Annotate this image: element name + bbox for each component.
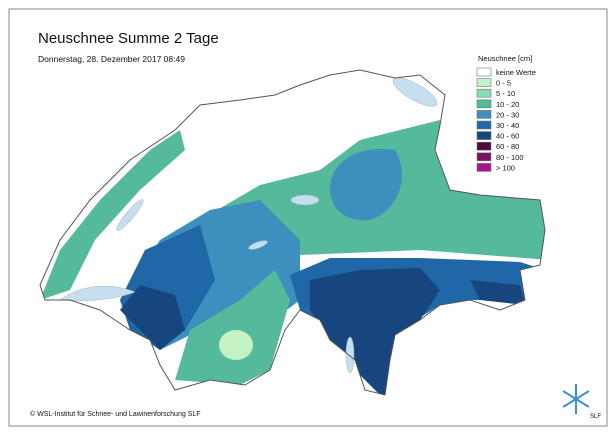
legend-label: 60 - 80 xyxy=(496,142,519,151)
legend-label: 80 - 100 xyxy=(496,153,524,162)
legend-swatch xyxy=(476,78,492,87)
copyright: © WSL-Institut für Schnee- und Lawinenfo… xyxy=(30,410,201,418)
legend-swatch xyxy=(476,163,492,172)
legend-label: 0 - 5 xyxy=(496,79,511,88)
legend-swatch xyxy=(476,110,492,119)
legend-swatch xyxy=(476,99,492,109)
legend: Neuschnee [cm] keine Werte 0 - 55 - 10 10 … xyxy=(476,54,536,172)
legend-label: > 100 xyxy=(496,163,515,172)
border xyxy=(39,69,546,396)
legend-swatch xyxy=(476,141,492,151)
subtitle: Donnerstag, 28. Dezember 2017 08:49 xyxy=(38,54,185,64)
legend-title: Neuschnee [cm] xyxy=(478,54,532,63)
legend-swatch xyxy=(476,88,492,98)
legend-label: 30 - 40 xyxy=(496,121,519,130)
legend-label: 10 - 20 xyxy=(496,100,519,109)
legend-swatch xyxy=(476,131,492,140)
legend-label: 40 - 60 xyxy=(496,132,519,141)
legend-label: keine Werte xyxy=(496,68,536,77)
legend-swatch xyxy=(476,152,492,162)
lakes xyxy=(59,77,438,374)
legend-label: 5 - 10 xyxy=(496,89,515,98)
legend-swatch xyxy=(476,67,492,77)
title: Neuschnee Summe 2 Tage xyxy=(38,30,219,47)
legend-label: 20 - 30 xyxy=(496,110,519,119)
legend-swatch xyxy=(476,120,492,130)
logo-text: SLF xyxy=(590,414,601,420)
logo xyxy=(562,384,590,414)
